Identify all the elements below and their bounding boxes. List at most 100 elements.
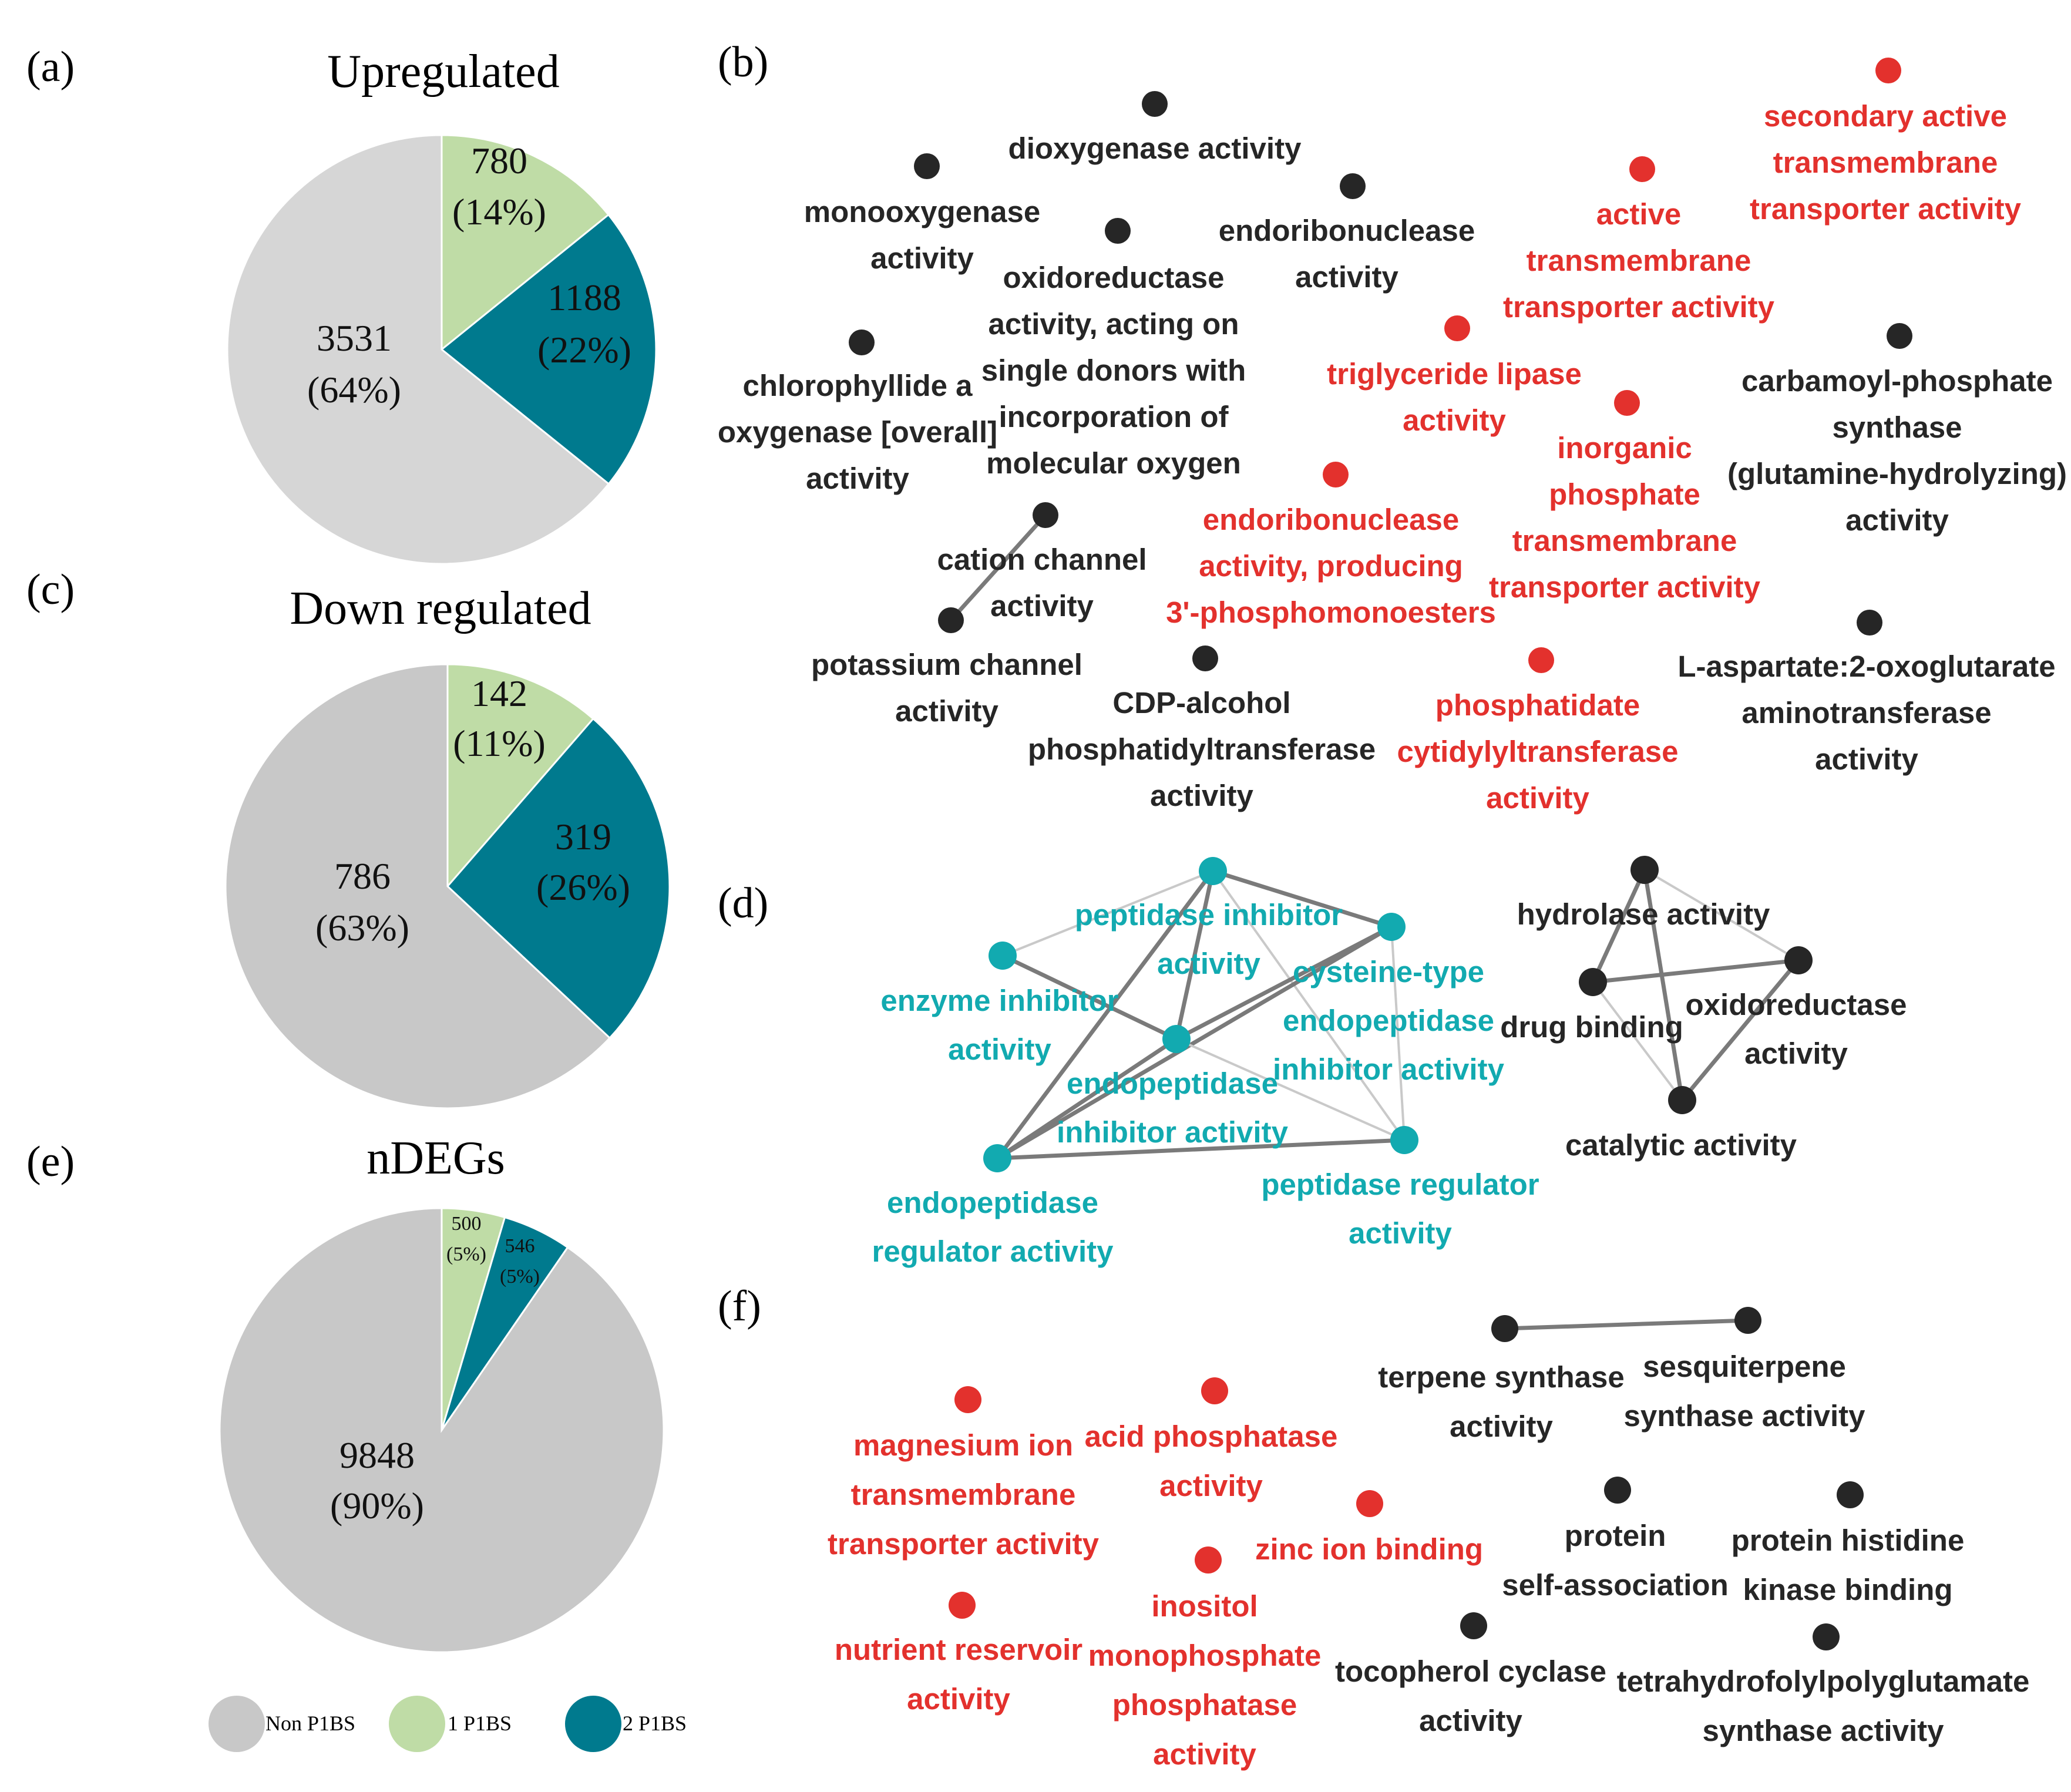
go-term-label-line: endopeptidase (1067, 1067, 1278, 1100)
go-term-dot (1528, 647, 1554, 673)
go-term-node-oxidoreductase-single: oxidoreductase activity, acting on single … (981, 218, 1246, 480)
pie-count-label-2-p1bs: 1188 (547, 277, 621, 318)
go-term-label-line: activity (1153, 1737, 1256, 1771)
pie-count-label-2-p1bs: 546 (505, 1235, 535, 1257)
go-term-dot (1857, 610, 1882, 636)
network-edge (1642, 869, 1685, 1101)
go-term-dot (1629, 156, 1655, 182)
pie-slice-1-p1bs (441, 134, 610, 352)
pie-slice-non-p1bs (218, 1207, 665, 1653)
go-term-dot (849, 330, 875, 355)
network-edge (949, 513, 1047, 622)
pie-chart-downregulated: 142 (11%) 319 (26%) 786 (63%) (224, 663, 671, 1110)
go-term-label-line: acid phosphatase (1085, 1420, 1338, 1453)
go-term-label-line: cysteine-type (1293, 955, 1484, 989)
go-term-node-peptidase-inhibitor: peptidase inhibitor activity (1075, 857, 1343, 980)
go-term-node-carbamoyl: carbamoyl-phosphate synthase (glutamine-hy… (1727, 323, 2067, 537)
go-term-dot (1444, 315, 1470, 341)
pie-percent-label-non-p1bs: (64%) (307, 369, 401, 411)
network-edges-f (1504, 1318, 1749, 1331)
pie-percent-label-2-p1bs: (26%) (536, 866, 630, 908)
go-term-label-line: activity (1403, 404, 1506, 437)
network-edge (1174, 870, 1215, 1040)
go-term-dot (1837, 1481, 1864, 1508)
network-edge (1176, 1038, 1405, 1141)
go-term-label-line: activity (1349, 1216, 1452, 1250)
go-term-node-endoribonuclease-3p: endoribonuclease activity, producing 3'-ph… (1166, 462, 1496, 629)
go-term-label-line: self-association (1502, 1568, 1728, 1602)
go-term-node-tocopherol: tocopherol cyclase activity (1335, 1612, 1606, 1737)
go-term-label-line: CDP-alcohol (1112, 686, 1290, 720)
pie-percent-label-2-p1bs: (22%) (537, 329, 631, 371)
network-edge (1643, 869, 1800, 961)
go-term-node-endoribonuclease: endoribonuclease activity (1219, 173, 1475, 294)
go-term-node-enzyme-inhibitor: enzyme inhibitor activity (880, 942, 1119, 1066)
go-term-label-line: endopeptidase (887, 1186, 1098, 1219)
pie-slice-non-p1bs (224, 663, 611, 1110)
go-term-label-line: regulator activity (872, 1235, 1114, 1268)
go-term-label-line: transporter activity (828, 1527, 1100, 1561)
go-term-node-chlorophyllide: chlorophyllide a oxygenase [overall] activ… (718, 330, 997, 495)
network-edge (1680, 959, 1800, 1102)
go-term-node-cdp-alcohol: CDP-alcohol phosphatidyltransferase activi… (1028, 645, 1376, 812)
go-term-label-line: chlorophyllide a (742, 369, 973, 402)
network-edge (996, 1037, 1178, 1160)
go-term-node-sesquiterpene: sesquiterpene synthase activity (1623, 1307, 1865, 1433)
go-term-label-line: activity (1157, 947, 1260, 980)
go-term-dot (949, 1592, 976, 1619)
go-term-dot (1340, 173, 1366, 199)
go-term-label-line: activity (870, 241, 974, 275)
pie-count-label-1-p1bs: 780 (471, 140, 527, 181)
go-term-label-line: activity (1815, 742, 1918, 776)
go-term-node-thf-glutamate: tetrahydrofolylpolyglutamate synthase act… (1617, 1623, 2029, 1747)
go-term-label-line: inhibitor activity (1057, 1115, 1289, 1149)
go-term-dot (1734, 1307, 1761, 1334)
go-term-label-line: phosphatidate (1435, 688, 1640, 722)
go-term-label-line: transporter activity (1750, 192, 2022, 226)
go-term-dot (1668, 1086, 1696, 1114)
pie-percent-label-1-p1bs: (5%) (446, 1243, 486, 1265)
pie-slice-1-p1bs (446, 663, 595, 889)
pie-percent-label-1-p1bs: (11%) (453, 722, 546, 764)
go-term-label-line: oxidoreductase (1686, 988, 1907, 1021)
go-term-dot (1614, 390, 1640, 416)
panel-label-b: (b) (718, 38, 768, 86)
go-term-label-line: peptidase inhibitor (1075, 898, 1343, 932)
pie-count-label-1-p1bs: 500 (452, 1213, 482, 1235)
go-term-label-line: oxidoreductase (1003, 261, 1225, 294)
go-term-dot (989, 942, 1017, 970)
go-term-dot (1195, 1546, 1222, 1574)
go-term-dot (914, 153, 940, 179)
go-term-node-acid-phosphatase: acid phosphatase activity (1085, 1377, 1338, 1502)
go-term-label-line: activity (1744, 1037, 1848, 1070)
go-term-label-line: sesquiterpene (1643, 1350, 1846, 1383)
go-term-label-line: dioxygenase activity (1008, 132, 1302, 165)
go-term-label-line: phosphatidyltransferase (1028, 732, 1376, 766)
network-edge (996, 924, 1393, 1161)
go-term-node-terpene: terpene synthase activity (1378, 1315, 1625, 1443)
pie-count-label-1-p1bs: 142 (471, 673, 527, 714)
go-term-node-zinc: zinc ion binding (1255, 1490, 1483, 1566)
go-term-label-line: active (1596, 197, 1682, 231)
go-term-label-line: activity (806, 462, 909, 495)
go-term-dot (1142, 91, 1168, 117)
network-panel-d: peptidase inhibitor activity cysteine-type… (872, 856, 1907, 1268)
legend-swatch-2-p1bs (565, 1696, 621, 1752)
go-term-node-cysteine-type: cysteine-type endopeptidase inhibitor acti… (1273, 913, 1505, 1086)
go-term-label-line: activity (1419, 1704, 1522, 1737)
network-edges-d (996, 869, 1800, 1161)
legend-label-2-p1bs: 2 P1BS (623, 1712, 687, 1735)
go-term-label-line: triglyceride lipase (1327, 357, 1582, 391)
go-term-dot (1460, 1612, 1487, 1639)
go-term-label-line: endoribonuclease (1219, 214, 1475, 247)
go-term-label-line: enzyme inhibitor (880, 984, 1118, 1017)
go-term-label-line: transporter activity (1489, 570, 1761, 604)
go-term-label-line: transmembrane (1512, 524, 1737, 557)
go-term-node-dioxygenase: dioxygenase activity (1008, 91, 1302, 165)
go-term-label-line: transmembrane (1527, 244, 1751, 277)
go-term-label-line: endoribonuclease (1203, 503, 1459, 536)
legend-swatch-1-p1bs (389, 1696, 445, 1752)
go-term-label-line: activity, producing (1199, 549, 1463, 583)
go-term-node-monooxygenase: monooxygenase activity (804, 153, 1040, 275)
go-term-dot (1813, 1623, 1840, 1650)
